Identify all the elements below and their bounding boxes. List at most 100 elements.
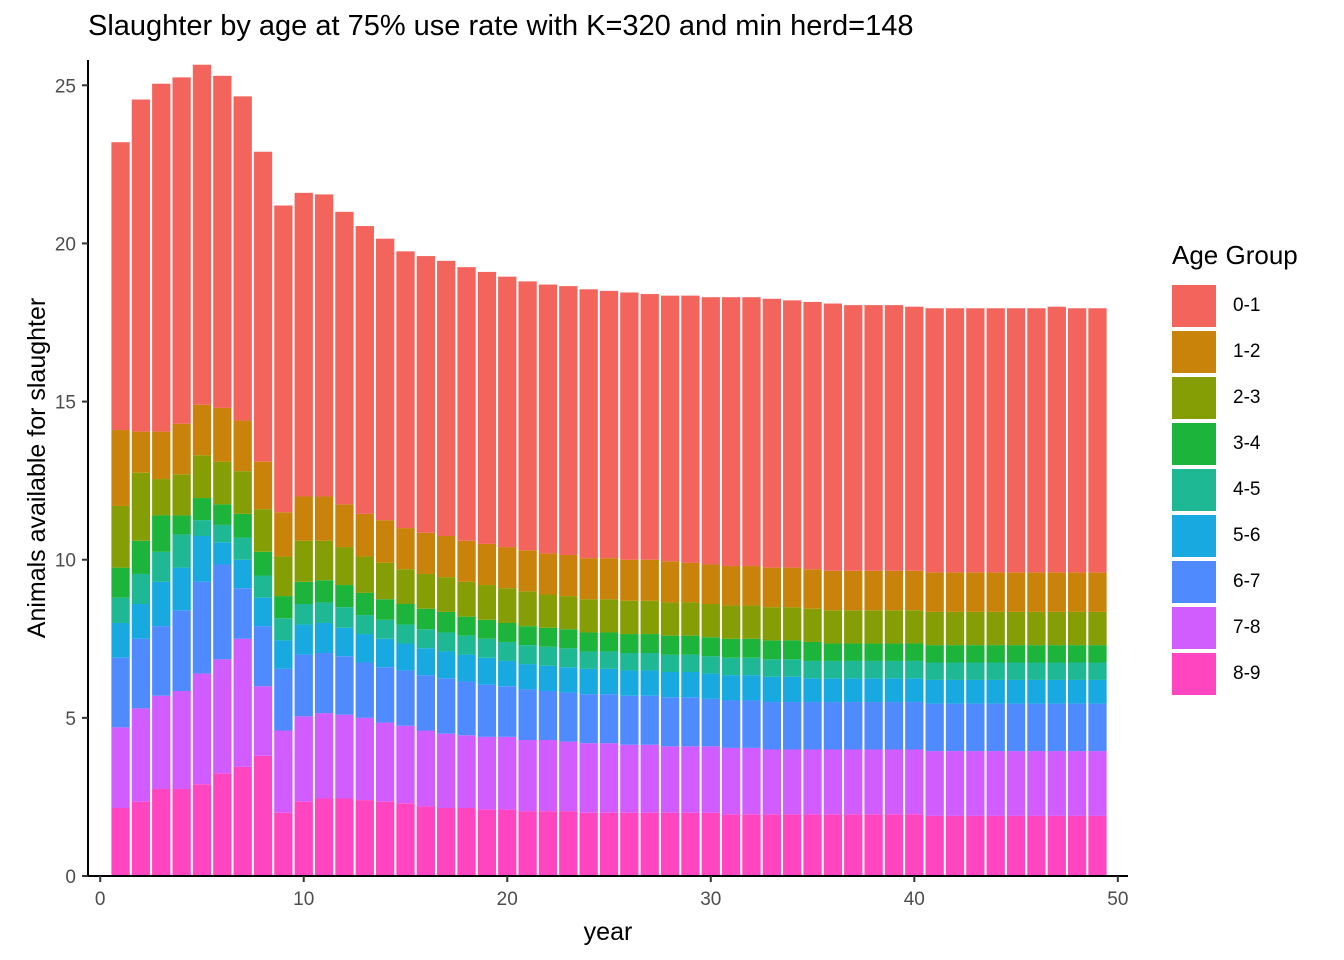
bar-segment-4-5 <box>721 657 741 676</box>
bar-segment-6-7 <box>742 700 761 748</box>
bar-segment-1-2 <box>152 431 171 480</box>
bar-segment-2-3 <box>905 610 924 644</box>
bar-segment-4-5 <box>640 653 659 671</box>
bar-segment-6-7 <box>783 702 802 750</box>
y-tick-label: 15 <box>55 393 76 414</box>
bar-segment-6-7 <box>111 657 130 728</box>
bar-segment-1-2 <box>640 559 659 601</box>
bar-segment-3-4 <box>274 596 293 619</box>
bar-segment-2-3 <box>213 461 232 505</box>
bar-segment-3-4 <box>314 580 334 603</box>
bar-segment-7-8 <box>274 730 293 813</box>
bar-segment-6-7 <box>599 694 619 744</box>
bar-segment-6-7 <box>213 564 232 660</box>
chart-title: Slaughter by age at 75% use rate with K=… <box>88 10 914 42</box>
bar-segment-2-3 <box>844 610 863 644</box>
bar-segment-6-7 <box>620 695 639 745</box>
bar-segment-8-9 <box>864 814 883 876</box>
bar-segment-3-4 <box>742 638 761 658</box>
bar-segment-6-7 <box>559 692 578 742</box>
x-tick-label: 10 <box>293 889 314 910</box>
bar-segment-6-7 <box>172 610 191 691</box>
bar-segment-4-5 <box>111 597 130 623</box>
bar-segment-5-6 <box>1027 679 1046 704</box>
bar-segment-8-9 <box>233 766 252 876</box>
bar-segment-7-8 <box>335 714 354 799</box>
bar-segment-7-8 <box>681 746 700 813</box>
bar-segment-1-2 <box>294 496 313 541</box>
bar-segment-2-3 <box>396 569 415 604</box>
bar-segment-8-9 <box>986 815 1005 876</box>
bar-segment-4-5 <box>925 662 944 680</box>
bar-segment-6-7 <box>681 697 700 747</box>
bar-segment-3-4 <box>701 637 720 657</box>
bar-segment-0-1 <box>253 151 273 462</box>
bar-segment-8-9 <box>498 809 517 876</box>
bar-segment-1-2 <box>253 461 273 510</box>
bar-segment-1-2 <box>213 407 232 462</box>
bar-segment-8-9 <box>884 814 904 876</box>
bar-segment-4-5 <box>701 656 720 674</box>
bar-segment-5-6 <box>457 654 476 682</box>
bar-segment-4-5 <box>620 653 639 671</box>
bar-segment-2-3 <box>721 605 741 639</box>
bar-segment-1-2 <box>1006 572 1026 612</box>
bar-segment-0-1 <box>681 295 700 563</box>
bar-segment-7-8 <box>233 638 252 767</box>
bar-segment-7-8 <box>783 749 802 815</box>
bar-segment-3-4 <box>294 581 313 604</box>
bar-segment-2-3 <box>274 556 293 597</box>
bar-segment-3-4 <box>1047 645 1066 663</box>
bar-segment-2-3 <box>966 611 985 646</box>
bar-segment-0-1 <box>437 260 456 536</box>
bar-segment-7-8 <box>762 749 781 815</box>
bar-segment-6-7 <box>640 695 659 745</box>
bar-segment-4-5 <box>803 660 822 679</box>
bar-segment-1-2 <box>111 430 130 506</box>
bar-segment-2-3 <box>538 594 558 628</box>
legend-item: 5-6 <box>1172 513 1298 559</box>
bar-segment-1-2 <box>172 423 191 475</box>
bar-segment-1-2 <box>1047 572 1066 612</box>
bar-segment-3-4 <box>131 540 151 574</box>
bar-segment-2-3 <box>803 608 822 642</box>
bar-segment-2-3 <box>864 610 883 644</box>
bar-segment-3-4 <box>437 611 456 633</box>
bar-segment-1-2 <box>314 496 334 541</box>
bar-segment-2-3 <box>742 605 761 639</box>
bar-segment-5-6 <box>884 678 904 703</box>
bar-segment-5-6 <box>538 665 558 691</box>
bar-segment-4-5 <box>579 651 598 669</box>
bar-segment-7-8 <box>437 733 456 808</box>
bar-segment-6-7 <box>355 662 374 718</box>
bar-segment-5-6 <box>213 542 232 565</box>
bar-segment-2-3 <box>192 455 212 499</box>
bar-segment-6-7 <box>1088 703 1107 752</box>
bar-segment-7-8 <box>905 749 924 815</box>
bar-segment-2-3 <box>294 540 313 582</box>
bar-segment-4-5 <box>172 534 191 568</box>
bar-segment-8-9 <box>945 815 965 876</box>
bar-segment-3-4 <box>721 638 741 658</box>
bar-segment-6-7 <box>396 670 415 726</box>
bar-segment-2-3 <box>355 556 374 593</box>
bar-segment-7-8 <box>152 695 171 790</box>
bar-segment-5-6 <box>274 640 293 669</box>
bar-segment-2-3 <box>233 471 252 514</box>
bar-segment-8-9 <box>783 814 802 876</box>
bar-segment-8-9 <box>213 773 232 876</box>
bar-segment-8-9 <box>620 812 639 876</box>
bar-segment-7-8 <box>477 736 497 810</box>
legend-swatch <box>1172 469 1216 511</box>
bar-segment-0-1 <box>864 305 883 571</box>
bar-segment-3-4 <box>599 632 619 652</box>
bar-segment-0-1 <box>192 64 212 405</box>
bar-segment-5-6 <box>375 638 395 668</box>
legend-item: 3-4 <box>1172 421 1298 467</box>
bar-segment-4-5 <box>437 632 456 652</box>
bar-segment-5-6 <box>294 624 313 655</box>
bar-segment-6-7 <box>1067 703 1087 752</box>
bar-segment-6-7 <box>966 703 985 752</box>
bar-segment-1-2 <box>844 570 863 611</box>
bar-segment-0-1 <box>152 83 171 432</box>
